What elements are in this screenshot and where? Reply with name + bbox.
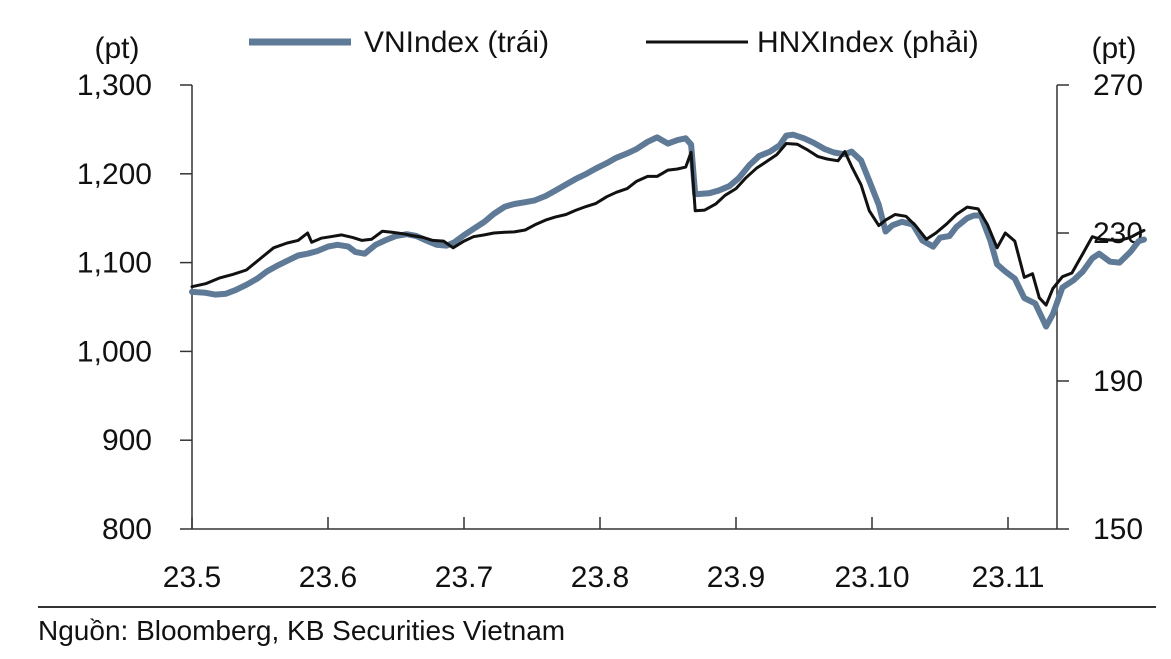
left-tick-label: 1,100 [77, 247, 152, 280]
x-axis: 23.5 23.6 23.7 23.8 23.9 23.10 23.11 [163, 517, 1057, 594]
right-tick-label: 270 [1093, 69, 1143, 102]
left-tick-label: 800 [102, 513, 152, 546]
x-tick-label: 23.8 [571, 561, 629, 594]
legend-label-hnxindex: HNXIndex (phải) [757, 26, 979, 59]
left-tick-label: 900 [102, 424, 152, 457]
right-tick-label: 190 [1093, 365, 1143, 398]
legend: VNIndex (trái) HNXIndex (phải) [249, 26, 979, 59]
left-axis: (pt) 800 900 1,000 1,100 1,200 1,300 [77, 32, 193, 546]
right-tick-label: 150 [1093, 513, 1143, 546]
x-tick-label: 23.9 [707, 561, 765, 594]
footer-divider [38, 606, 1156, 608]
series-line-vnindex [189, 131, 1147, 330]
x-tick-label: 23.7 [435, 561, 493, 594]
left-tick-label: 1,200 [77, 158, 152, 191]
x-tick-label: 23.6 [299, 561, 357, 594]
left-tick-label: 1,000 [77, 335, 152, 368]
x-tick-label: 23.5 [163, 561, 221, 594]
left-tick-label: 1,300 [77, 69, 152, 102]
right-axis-unit: (pt) [1092, 32, 1137, 65]
source-note: Nguồn: Bloomberg, KB Securities Vietnam [38, 615, 566, 646]
series-line-hnxindex [190, 142, 1146, 307]
dual-axis-line-chart: (pt) 800 900 1,000 1,100 1,200 1,300 (pt) 150… [77, 26, 1147, 594]
x-tick-label: 23.10 [834, 561, 909, 594]
x-tick-label: 23.11 [972, 561, 1045, 594]
left-axis-unit: (pt) [95, 32, 140, 65]
legend-label-vnindex: VNIndex (trái) [364, 26, 549, 59]
